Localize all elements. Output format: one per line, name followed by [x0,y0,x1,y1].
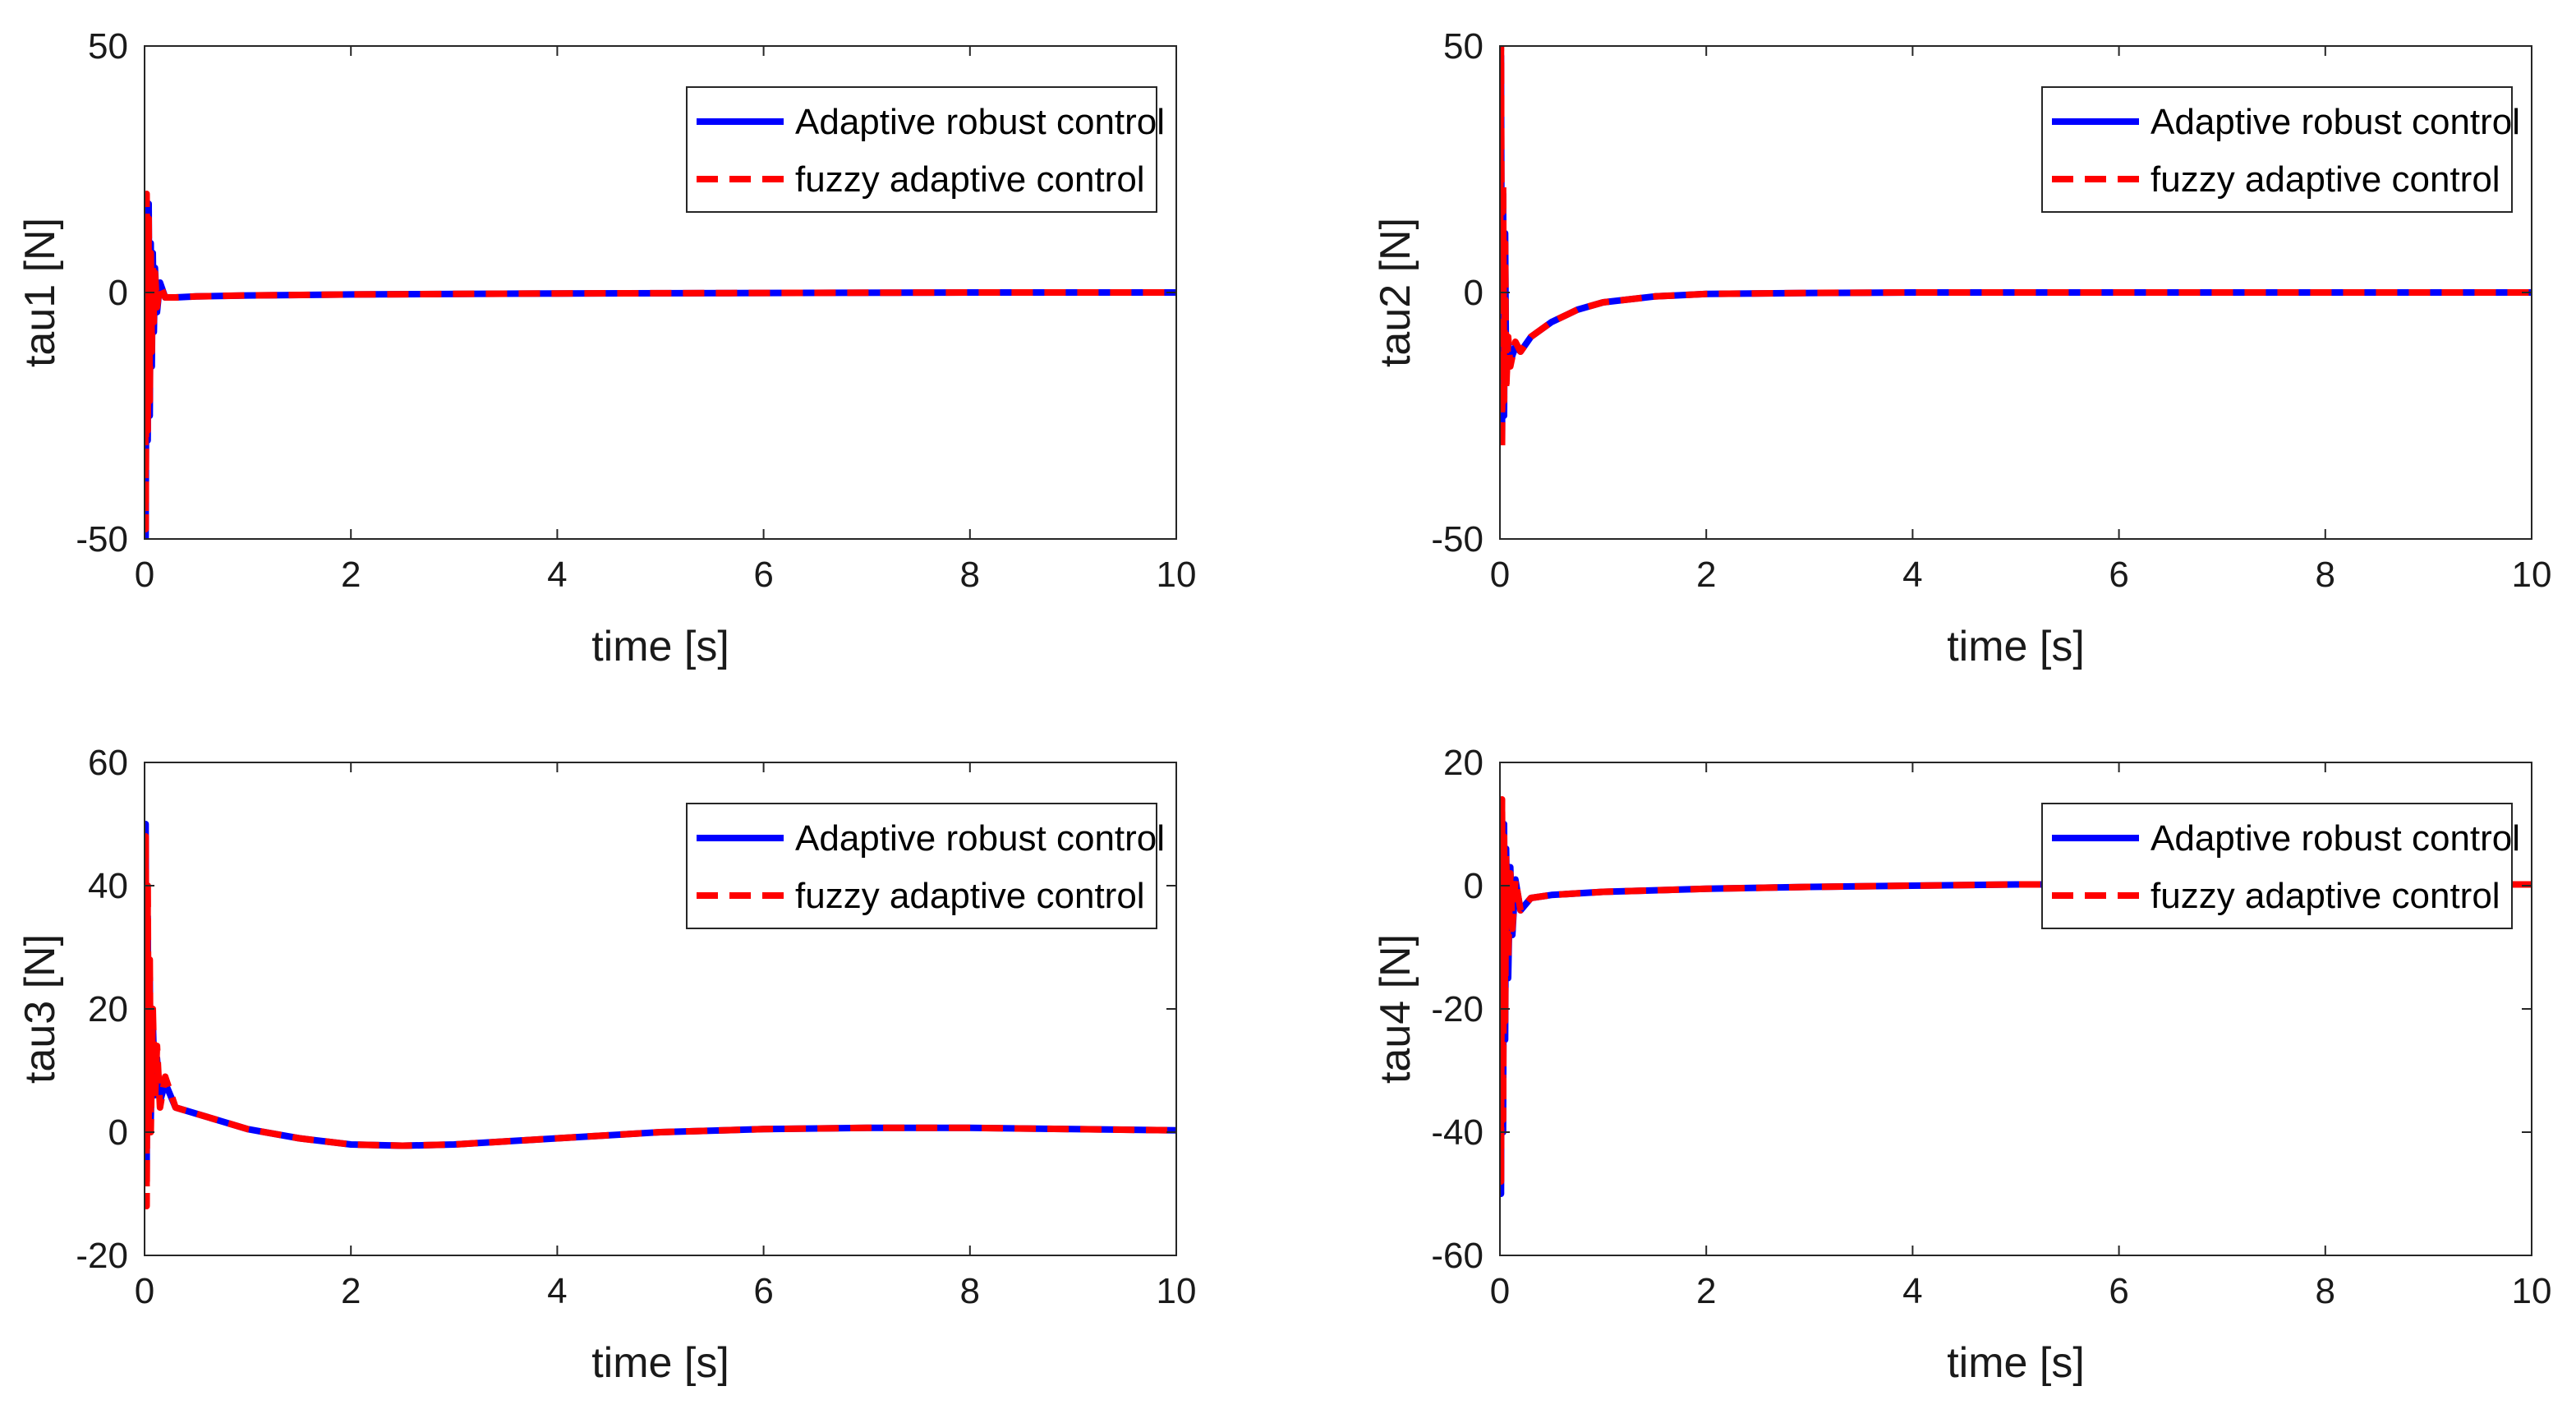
y-tick-label: 50 [88,26,128,67]
y-tick-label: 0 [108,273,128,313]
legend: Adaptive robust control fuzzy adaptive co… [2041,803,2520,929]
legend: Adaptive robust control fuzzy adaptive co… [686,86,1165,213]
x-tick-label: 10 [1157,555,1197,595]
legend: Adaptive robust control fuzzy adaptive co… [2041,86,2520,213]
legend-box [2041,803,2513,929]
y-tick-label: 50 [1443,26,1484,67]
x-tick-label: 8 [960,1271,980,1311]
y-tick-label: 60 [88,743,128,783]
x-axis-label: time [s] [591,1339,729,1387]
y-tick-label: 20 [1443,743,1484,783]
legend-label-fuzzy-adaptive: fuzzy adaptive control [795,159,1145,200]
x-axis-label: time [s] [1947,1339,2085,1387]
x-tick-label: 6 [2109,1271,2128,1311]
x-axis-label: time [s] [1947,623,2085,670]
x-tick-label: 0 [135,1271,154,1311]
y-axis-label: tau2 [N] [1372,218,1419,367]
y-axis-label: tau4 [N] [1372,934,1419,1084]
x-tick-label: 6 [2109,555,2128,595]
x-tick-label: 8 [2316,1271,2335,1311]
x-tick-label: 0 [135,555,154,595]
legend-box [686,86,1157,213]
x-tick-label: 4 [547,1271,567,1311]
legend-box [686,803,1157,929]
y-tick-label: 0 [108,1112,128,1153]
legend-label-adaptive-robust: Adaptive robust control [2150,818,2520,859]
series-fuzzy-adaptive-control [1500,796,2532,1185]
y-tick-label: 40 [88,866,128,906]
x-tick-label: 10 [1157,1271,1197,1311]
chart-panel-4: 0 2 4 6 8 10 -60 -40 -20 0 20 time [s] tau4 [N] Adapt… [1372,743,2551,1387]
legend-label-adaptive-robust: Adaptive robust control [795,102,1165,142]
x-axis-label: time [s] [591,623,729,670]
x-tick-label: 2 [1696,1271,1716,1311]
y-tick-label: -20 [1431,989,1484,1029]
x-tick-label: 2 [1696,555,1716,595]
y-tick-label: 20 [88,989,128,1029]
series-fuzzy-adaptive-control [145,191,1176,532]
x-tick-label: 0 [1490,555,1510,595]
x-tick-label: 0 [1490,1271,1510,1311]
x-tick-label: 4 [1902,1271,1922,1311]
legend-label-adaptive-robust: Adaptive robust control [795,818,1165,859]
y-tick-label: 0 [1464,273,1484,313]
x-tick-label: 2 [341,555,361,595]
series-fuzzy-adaptive-control [145,833,1176,1209]
y-axis-label: tau3 [N] [16,934,64,1084]
y-tick-label: -50 [76,519,128,560]
y-tick-label: -60 [1431,1236,1484,1276]
legend-label-adaptive-robust: Adaptive robust control [2150,102,2520,142]
x-tick-label: 10 [2512,1271,2552,1311]
x-tick-label: 6 [753,555,773,595]
x-tick-label: 2 [341,1271,361,1311]
x-tick-label: 8 [2316,555,2335,595]
legend-label-fuzzy-adaptive: fuzzy adaptive control [2150,159,2500,200]
y-tick-label: 0 [1464,866,1484,906]
x-tick-label: 4 [547,555,567,595]
y-tick-label: -40 [1431,1112,1484,1153]
x-tick-label: 6 [753,1271,773,1311]
y-tick-label: -20 [76,1236,128,1276]
x-tick-label: 10 [2512,555,2552,595]
legend-label-fuzzy-adaptive: fuzzy adaptive control [2150,876,2500,916]
x-tick-label: 4 [1902,555,1922,595]
y-axis-label: tau1 [N] [16,218,64,367]
x-tick-label: 8 [960,555,980,595]
legend: Adaptive robust control fuzzy adaptive co… [686,803,1165,929]
legend-box [2041,86,2513,213]
y-tick-label: -50 [1431,519,1484,560]
legend-label-fuzzy-adaptive: fuzzy adaptive control [795,876,1145,916]
